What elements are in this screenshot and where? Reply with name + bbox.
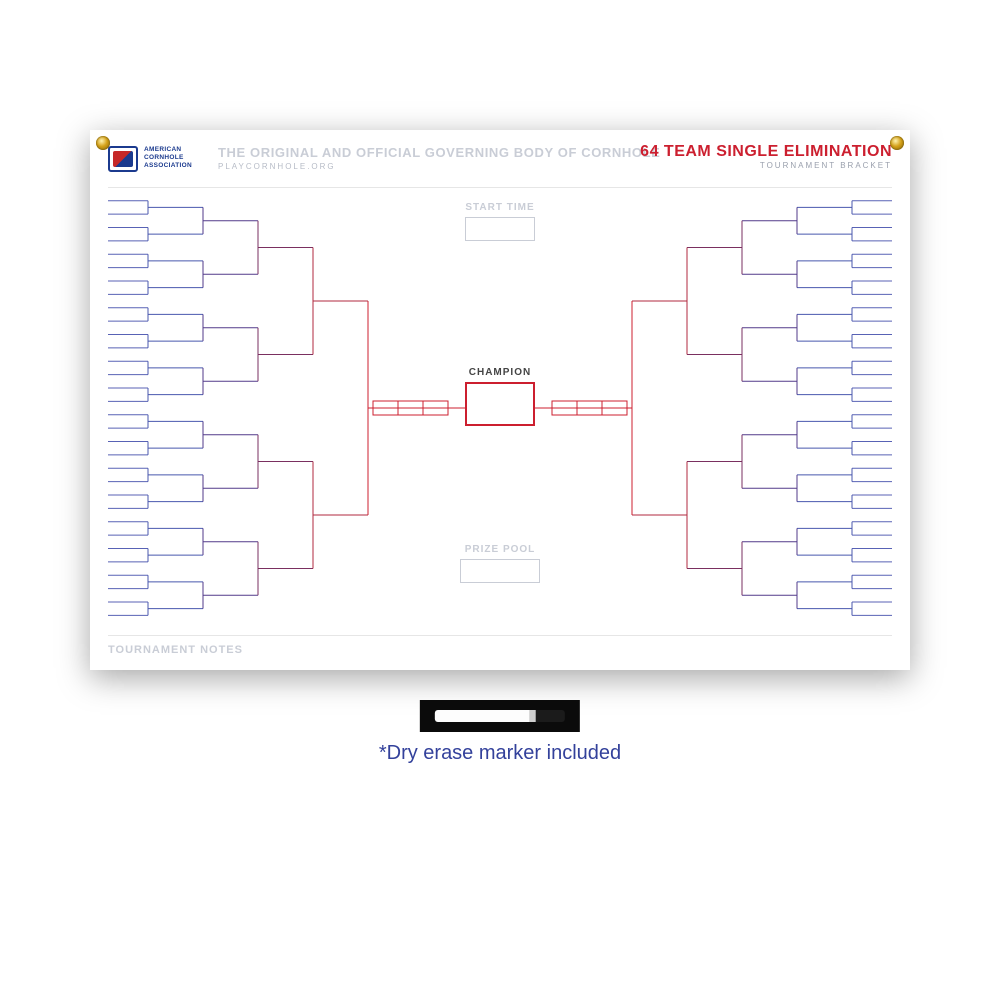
marker-block: *Dry erase marker included bbox=[379, 700, 621, 765]
champion-block: CHAMPION bbox=[420, 367, 580, 426]
bracket-title: 64 TEAM SINGLE ELIMINATION bbox=[640, 143, 892, 161]
aca-logo-icon bbox=[108, 146, 138, 172]
tournament-notes-label: TOURNAMENT NOTES bbox=[108, 644, 243, 656]
prize-pool-label: PRIZE POOL bbox=[420, 544, 580, 555]
start-time-box bbox=[465, 217, 535, 241]
prize-pool-block: PRIZE POOL bbox=[420, 544, 580, 583]
website-url: PLAYCORNHOLE.ORG bbox=[218, 162, 336, 171]
champion-label: CHAMPION bbox=[420, 367, 580, 378]
notes-divider bbox=[108, 635, 892, 636]
tagline: THE ORIGINAL AND OFFICIAL GOVERNING BODY… bbox=[218, 145, 660, 160]
marker-photo bbox=[420, 700, 580, 732]
start-time-label: START TIME bbox=[420, 202, 580, 213]
bracket-subtitle: TOURNAMENT BRACKET bbox=[640, 161, 892, 170]
title-block: 64 TEAM SINGLE ELIMINATION TOURNAMENT BR… bbox=[640, 143, 892, 170]
aca-logo-text: AMERICANCORNHOLEASSOCIATION bbox=[144, 146, 192, 170]
grommet-top-right bbox=[890, 136, 904, 150]
start-time-block: START TIME bbox=[420, 202, 580, 241]
dry-erase-marker-icon bbox=[435, 710, 565, 722]
champion-box bbox=[465, 382, 535, 426]
marker-caption: *Dry erase marker included bbox=[379, 742, 621, 765]
bracket-area: START TIME CHAMPION PRIZE POOL bbox=[108, 194, 892, 622]
board-header: AMERICANCORNHOLEASSOCIATION THE ORIGINAL… bbox=[108, 140, 892, 188]
bracket-board: AMERICANCORNHOLEASSOCIATION THE ORIGINAL… bbox=[90, 130, 910, 670]
prize-pool-box bbox=[460, 559, 540, 583]
